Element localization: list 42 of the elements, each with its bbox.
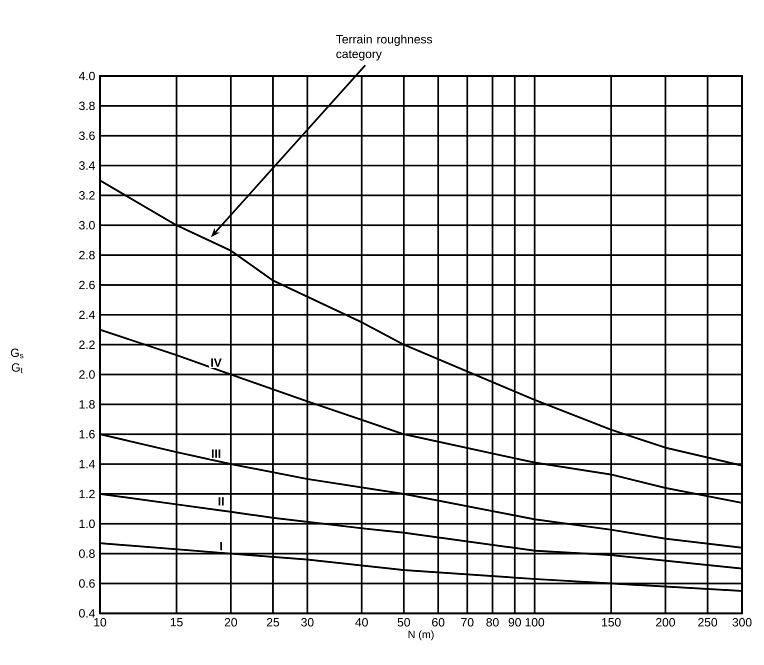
y-axis-title: G$_{s}$ G$_{t}$ <box>10 348 24 373</box>
y-tick-label: 3.0 <box>79 220 95 230</box>
y-tick-label: 2.6 <box>79 280 95 290</box>
y-tick-label: 3.4 <box>79 161 95 170</box>
annotation: II <box>218 497 224 506</box>
x-tick-label: 15 <box>170 618 183 626</box>
x-tick-label: 70 <box>461 618 474 626</box>
y-tick-label: 3.8 <box>79 101 95 110</box>
annotation: Terrain roughness category <box>336 34 432 60</box>
annotation: I <box>220 542 222 550</box>
y-tick-label: 1.2 <box>80 490 95 498</box>
x-tick-label: 50 <box>398 618 410 626</box>
y-tick-label: 1.6 <box>80 430 95 438</box>
x-tick-label: 80 <box>486 618 499 626</box>
x-tick-label: 30 <box>301 618 314 626</box>
y-tick-label: 1.8 <box>80 400 95 408</box>
annotation: IV <box>211 358 222 367</box>
y-tick-label: 4.0 <box>78 72 95 80</box>
y-tick-label: 1.0 <box>80 519 95 528</box>
x-tick-label: 40 <box>355 618 368 626</box>
x-tick-label: 10 <box>94 618 106 626</box>
x-tick-label: 250 <box>698 618 718 626</box>
x-tick-label: 200 <box>656 618 675 626</box>
y-tick-label: 2.2 <box>79 340 95 349</box>
y-tick-label: 2.8 <box>79 250 95 260</box>
y-tick-label: 3.2 <box>79 191 95 200</box>
x-tick-label: 25 <box>266 618 280 626</box>
x-tick-label: 150 <box>602 618 621 626</box>
annotation: III <box>212 449 220 458</box>
y-tick-label: 1.4 <box>80 460 95 468</box>
x-tick-label: 60 <box>432 618 444 626</box>
y-tick-label: 2.0 <box>79 370 95 379</box>
x-tick-label: 90 <box>508 618 521 626</box>
x-axis-title: N (m) <box>408 630 434 640</box>
y-tick-label: 3.6 <box>79 131 95 140</box>
x-tick-label: 20 <box>224 618 238 626</box>
y-tick-label: 0.4 <box>79 608 95 618</box>
y-tick-label: 2.4 <box>79 310 95 319</box>
y-tick-label: 0.8 <box>79 549 95 558</box>
x-tick-label: 100 <box>526 618 544 626</box>
y-tick-label: 0.6 <box>79 579 95 588</box>
x-tick-label: 300 <box>732 618 752 626</box>
